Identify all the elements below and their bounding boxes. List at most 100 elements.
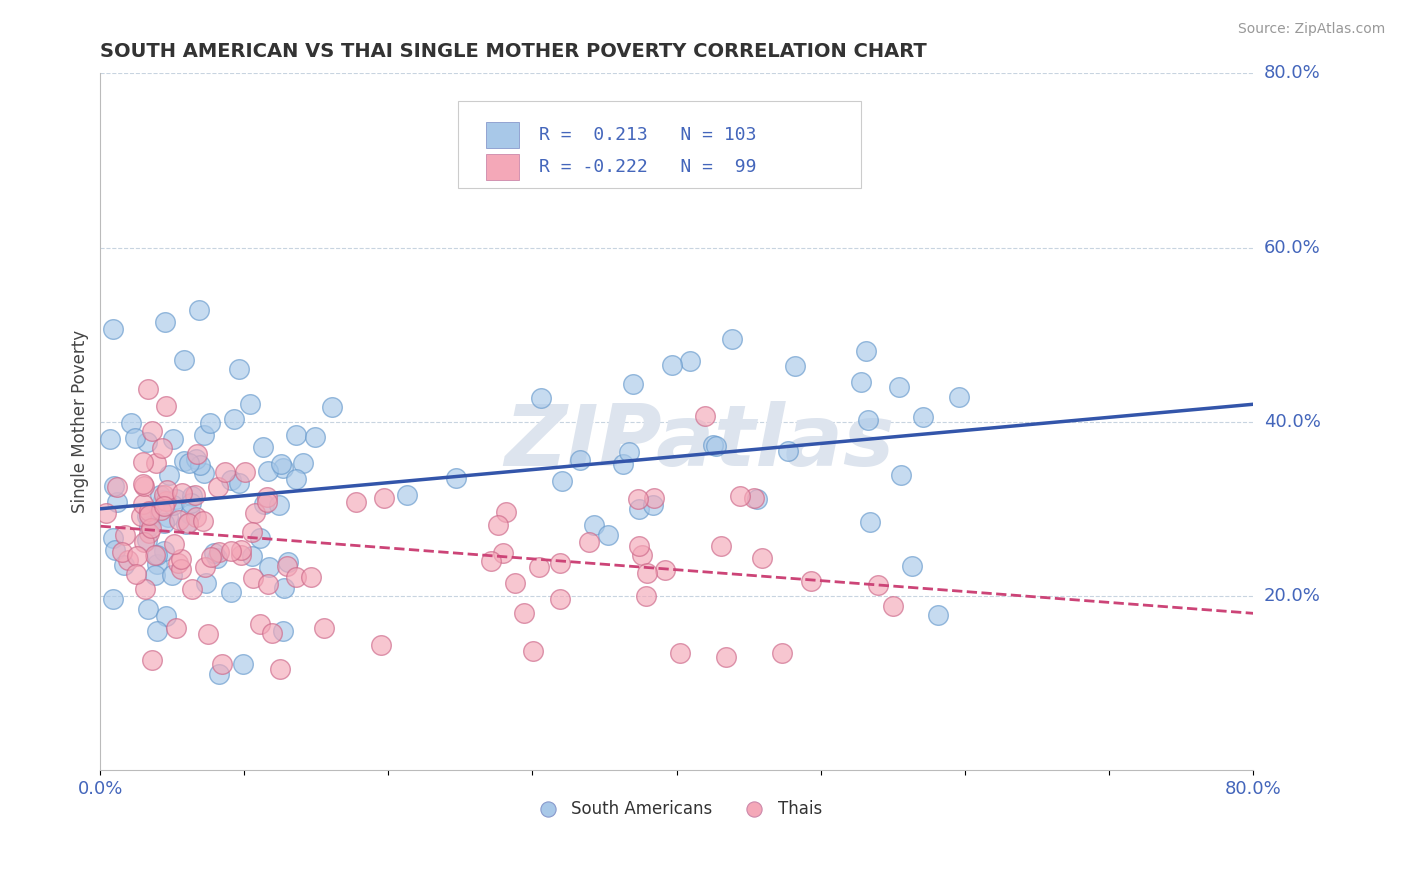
Point (745, 491, 768, 506)
Point (527, 560, 550, 574)
Point (630, 548, 652, 562)
Point (373, 491, 395, 505)
Point (112, 558, 135, 572)
Point (138, 511, 160, 525)
Point (101, 531, 124, 545)
Point (284, 427, 307, 442)
Point (269, 662, 291, 676)
Point (181, 489, 204, 503)
Point (157, 510, 180, 524)
Point (257, 577, 280, 591)
Point (785, 359, 807, 373)
Point (495, 505, 517, 519)
Point (193, 467, 215, 481)
Point (155, 609, 177, 624)
Point (138, 518, 160, 533)
Point (578, 534, 600, 549)
Point (136, 533, 159, 548)
Point (231, 543, 253, 558)
Point (219, 543, 242, 558)
Point (186, 509, 208, 524)
Point (229, 549, 252, 563)
Text: 60.0%: 60.0% (1264, 238, 1320, 257)
FancyBboxPatch shape (486, 122, 519, 148)
Point (162, 432, 184, 446)
Point (146, 558, 169, 572)
Point (273, 581, 295, 595)
Point (155, 399, 177, 413)
Point (207, 667, 229, 681)
Point (198, 417, 221, 431)
Point (191, 514, 214, 528)
Point (96, 507, 118, 521)
Point (143, 567, 166, 582)
Point (195, 576, 218, 591)
Point (661, 358, 683, 372)
Point (243, 506, 266, 520)
Point (114, 528, 136, 542)
Point (548, 556, 571, 570)
Point (149, 503, 172, 517)
Point (132, 479, 155, 493)
Point (141, 425, 163, 439)
Text: R = -0.222   N =  99: R = -0.222 N = 99 (540, 158, 756, 177)
Point (103, 479, 125, 493)
Point (136, 382, 159, 396)
Point (256, 495, 278, 509)
Point (669, 646, 692, 660)
Y-axis label: Single Mother Poverty: Single Mother Poverty (72, 330, 89, 513)
Point (285, 570, 308, 584)
Point (256, 490, 278, 504)
Point (145, 457, 167, 471)
Point (704, 439, 727, 453)
Text: 80.0%: 80.0% (1264, 64, 1320, 82)
Point (132, 476, 155, 491)
Point (634, 589, 657, 603)
Point (628, 539, 651, 553)
Point (155, 494, 177, 508)
Point (277, 555, 299, 569)
Point (111, 545, 134, 559)
Point (177, 456, 200, 470)
Point (132, 455, 155, 469)
Point (636, 566, 658, 581)
Point (927, 608, 949, 623)
Point (98, 432, 121, 446)
Point (486, 517, 509, 532)
Point (170, 486, 193, 500)
Point (141, 653, 163, 667)
Point (117, 553, 139, 567)
Point (859, 515, 882, 529)
Point (887, 380, 910, 394)
Point (146, 548, 169, 562)
Point (143, 548, 166, 562)
Point (695, 409, 717, 424)
Point (138, 508, 160, 523)
Point (299, 570, 322, 584)
Point (131, 509, 153, 524)
Point (167, 556, 190, 570)
Point (262, 626, 284, 640)
Point (232, 657, 254, 672)
Point (721, 333, 744, 347)
Point (644, 491, 666, 505)
Point (188, 458, 211, 472)
Point (242, 572, 264, 586)
Point (136, 602, 159, 616)
Point (157, 467, 180, 482)
Point (139, 520, 162, 534)
Text: ZIPatlas: ZIPatlas (505, 401, 894, 484)
Point (104, 543, 127, 558)
Point (242, 524, 264, 539)
Point (271, 624, 294, 638)
Point (134, 582, 156, 596)
Point (162, 568, 184, 582)
Point (257, 464, 280, 478)
Point (184, 488, 207, 502)
FancyBboxPatch shape (457, 102, 860, 188)
Point (214, 465, 236, 479)
Point (751, 551, 773, 566)
Point (882, 599, 904, 613)
Point (292, 456, 315, 470)
Point (228, 475, 250, 490)
